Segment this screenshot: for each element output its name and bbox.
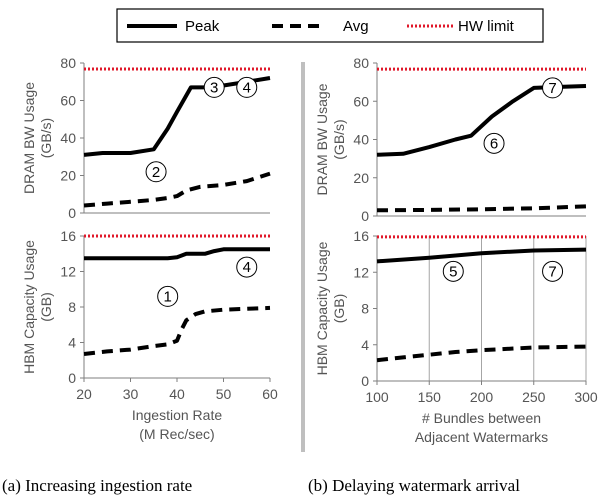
y-tick-label: 12 xyxy=(60,264,76,280)
annotation-label: 7 xyxy=(548,263,556,280)
caption-right: (b) Delaying watermark arrival xyxy=(308,476,520,495)
panel-dram-bw-ingestion: 0 20 40 60 80 DRAM BW Usage (GB/s) 2 3 4 xyxy=(21,55,271,221)
annotation-circle xyxy=(203,76,225,98)
y-axis-label: DRAM BW Usage xyxy=(21,82,37,194)
y-tick-label: 20 xyxy=(60,168,76,184)
x-axis-label: # Bundles between xyxy=(422,410,541,426)
legend-box xyxy=(116,8,544,43)
x-axis-unit: Adjacent Watermarks xyxy=(415,429,548,445)
y-tick-label: 8 xyxy=(361,301,369,317)
series-line-avg xyxy=(376,204,587,213)
x-tick-label: 30 xyxy=(123,386,139,402)
legend-label-hw-limit: HW limit xyxy=(458,18,515,35)
annotation-label: 1 xyxy=(164,288,172,305)
legend: Peak Avg HW limit xyxy=(116,8,544,43)
y-tick-label: 0 xyxy=(361,373,369,389)
series-line-avg xyxy=(83,171,271,208)
y-tick-label: 4 xyxy=(361,337,369,353)
y-tick-label: 80 xyxy=(353,55,369,71)
series-line-peak xyxy=(376,247,587,264)
annotation-label: 4 xyxy=(243,259,251,276)
y-tick-label: 0 xyxy=(68,205,76,221)
annotation-circle xyxy=(236,76,258,98)
series-line-peak xyxy=(83,76,271,157)
x-axis-label: Ingestion Rate xyxy=(132,407,222,423)
x-tick-label: 250 xyxy=(522,389,546,405)
y-axis-label: HBM Capacity Usage xyxy=(21,240,37,374)
series-line-avg xyxy=(83,305,271,356)
caption-left: (a) Increasing ingestion rate xyxy=(2,476,192,495)
annotation-label: 2 xyxy=(152,164,160,181)
y-axis-label: HBM Capacity Usage xyxy=(314,241,330,375)
y-tick-label: 60 xyxy=(60,93,76,109)
y-axis-unit: (GB/s) xyxy=(38,118,54,158)
x-axis-unit: (M Rec/sec) xyxy=(139,426,214,442)
annotation-label: 7 xyxy=(548,80,556,97)
x-tick-label: 100 xyxy=(365,389,389,405)
annotation-circle xyxy=(157,285,179,307)
panel-hbm-capacity-ingestion: 0 4 8 12 16 20 30 40 50 60 HBM Capacity Usage (GB) I… xyxy=(21,228,278,442)
annotation-circle xyxy=(483,132,505,154)
y-tick-label: 40 xyxy=(353,132,369,148)
y-axis-unit: (GB/s) xyxy=(331,119,347,159)
annotation-label: 6 xyxy=(490,135,498,152)
panel-hbm-capacity-bundles: 0 4 8 12 16 100 150 200 250 300 HBM Capacity Usage… xyxy=(314,228,598,445)
annotation-circle xyxy=(236,256,258,278)
x-tick-label: 20 xyxy=(76,386,92,402)
series-line-peak xyxy=(84,247,270,261)
y-tick-label: 0 xyxy=(361,208,369,224)
series-line-avg xyxy=(376,344,587,363)
annotation-circle xyxy=(145,161,167,183)
y-tick-label: 4 xyxy=(68,335,76,351)
y-tick-label: 16 xyxy=(353,228,369,244)
annotation-circle xyxy=(542,77,564,99)
x-tick-label: 300 xyxy=(574,389,598,405)
y-tick-label: 0 xyxy=(68,370,76,386)
x-tick-label: 60 xyxy=(262,386,278,402)
y-tick-label: 16 xyxy=(60,228,76,244)
x-tick-label: 50 xyxy=(216,386,232,402)
annotation-circle xyxy=(442,260,464,282)
annotation-circle xyxy=(542,260,564,282)
annotation-label: 5 xyxy=(449,263,457,280)
x-tick-label: 40 xyxy=(169,386,185,402)
y-tick-label: 40 xyxy=(60,130,76,146)
y-tick-label: 12 xyxy=(353,264,369,280)
panel-dram-bw-bundles: 0 20 40 60 80 DRAM BW Usage (GB/s) 6 7 xyxy=(314,55,587,224)
x-tick-label: 200 xyxy=(470,389,494,405)
y-axis-label: DRAM BW Usage xyxy=(314,83,330,195)
legend-label-avg: Avg xyxy=(343,18,369,35)
y-axis-unit: (GB) xyxy=(331,294,347,324)
y-tick-label: 60 xyxy=(353,93,369,109)
y-tick-label: 8 xyxy=(68,299,76,315)
y-tick-label: 80 xyxy=(60,55,76,71)
legend-label-peak: Peak xyxy=(185,18,220,35)
annotation-label: 3 xyxy=(210,79,218,96)
x-tick-label: 150 xyxy=(418,389,442,405)
y-tick-label: 20 xyxy=(353,170,369,186)
y-axis-unit: (GB) xyxy=(38,292,54,322)
annotation-label: 4 xyxy=(243,79,251,96)
